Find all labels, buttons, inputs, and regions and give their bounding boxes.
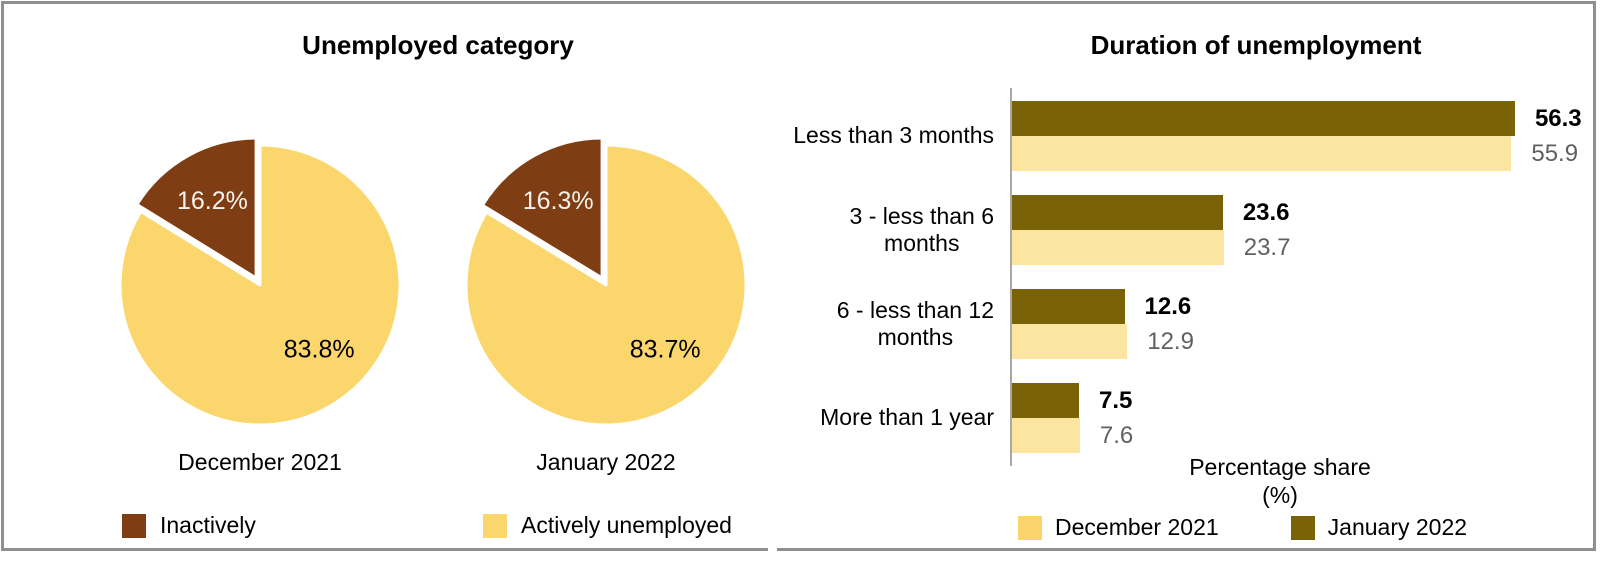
bar-row: 7.6	[1012, 418, 1548, 453]
bar-category-label: 3 - less than 6 months	[849, 202, 994, 256]
bar-row: 56.3	[1012, 101, 1582, 136]
bar-panel-title: Duration of unemployment	[1090, 30, 1422, 60]
bar-row: 12.9	[1012, 324, 1548, 359]
bar-december-2021	[1012, 418, 1080, 453]
bar-category-label: 6 - less than 12 months	[836, 296, 994, 350]
bar-value-label: 23.7	[1243, 234, 1291, 261]
legend-item-december-2021: December 2021	[1018, 514, 1219, 541]
pie-chart: 16.2% 83.8%	[118, 136, 402, 427]
panel-duration-of-unemployment: Duration of unemployment Less than 3 mon…	[772, 4, 1596, 548]
pie-block-december-2021: 16.2% 83.8% December 2021	[110, 135, 410, 476]
pie-slice-inactively	[135, 136, 258, 280]
bar-category-cell: More than 1 year	[772, 383, 994, 453]
legend-label: Inactively	[160, 512, 256, 538]
y-axis-line	[1010, 88, 1012, 466]
pie-block-january-2022: 16.3% 83.7% January 2022	[456, 135, 756, 476]
bar-value-label: 7.5	[1099, 387, 1133, 414]
bar-row: 12.6	[1012, 289, 1548, 324]
bar-january-2022	[1012, 289, 1125, 324]
bar-january-2022	[1012, 383, 1079, 418]
pie-label-inactively: 16.3%	[523, 187, 594, 215]
pies-row: 16.2% 83.8% December 2021 16.3% 83.7% Janu…	[110, 135, 756, 476]
pie-panel-title: Unemployed category	[302, 30, 574, 60]
pie-caption: December 2021	[178, 449, 342, 475]
legend-label: January 2022	[1327, 514, 1468, 540]
bar-december-2021	[1012, 136, 1512, 171]
pie-slice-actively-unemployed	[464, 143, 748, 427]
bar-row: 7.5	[1012, 383, 1548, 418]
bar-december-2021	[1012, 324, 1128, 359]
bar-january-2022	[1012, 101, 1515, 136]
bar-group: More than 1 year 7.5 7.6	[772, 383, 1596, 453]
bar-group: 6 - less than 12 months 12.6 12.9	[772, 289, 1596, 359]
legend-item-january-2022: January 2022	[1290, 514, 1468, 541]
x-axis-label-line2: (%)	[1262, 482, 1298, 509]
pie-label-inactively: 16.2%	[177, 187, 248, 215]
pie-december-2021: 16.2% 83.8%	[110, 135, 410, 435]
pie-label-actively-unemployed: 83.8%	[284, 336, 355, 364]
bar-category-cell: 6 - less than 12 months	[772, 289, 994, 359]
bar-row: 23.7	[1012, 230, 1548, 265]
x-axis-label-line1: Percentage share	[1189, 454, 1371, 480]
bar-row: 55.9	[1012, 136, 1578, 171]
legend-swatch-january-2022	[1290, 515, 1315, 540]
bar-group: 3 - less than 6 months 23.6 23.7	[772, 195, 1596, 265]
bar-december-2021	[1012, 230, 1224, 265]
bar-category-label: More than 1 year	[820, 404, 994, 431]
legend-item-inactively: Inactively	[122, 512, 256, 539]
bar-value-label: 55.9	[1531, 140, 1579, 167]
x-axis-label: Percentage share (%)	[1012, 453, 1548, 509]
outer-border	[1, 1, 1596, 551]
bar-pair: 56.3 55.9	[1012, 101, 1582, 171]
bar-value-label: 12.6	[1144, 293, 1192, 320]
bar-value-label: 23.6	[1242, 199, 1290, 226]
bar-row: 23.6	[1012, 195, 1548, 230]
pie-label-actively-unemployed: 83.7%	[630, 336, 701, 364]
bar-january-2022	[1012, 195, 1223, 230]
border-gap	[768, 546, 777, 554]
legend-swatch-december-2021	[1018, 515, 1042, 540]
bar-value-label: 12.9	[1147, 328, 1194, 355]
bar-value-label: 56.3	[1534, 105, 1582, 132]
pie-chart: 16.3% 83.7%	[464, 136, 748, 427]
legend-label: December 2021	[1055, 514, 1219, 540]
bar-category-cell: 3 - less than 6 months	[772, 195, 994, 265]
pie-slice-actively-unemployed	[118, 143, 402, 427]
bar-group: Less than 3 months 56.3 55.9	[772, 101, 1596, 171]
bar-chart-area: Less than 3 months 56.3 55.9 3 - less than …	[772, 88, 1596, 466]
legend-swatch-inactively	[122, 513, 146, 538]
bar-legend: December 2021 January 2022	[1018, 514, 1467, 541]
bar-pair: 7.5 7.6	[1012, 383, 1548, 453]
legend-label: Actively unemployed	[521, 512, 732, 538]
bar-value-label: 7.6	[1099, 422, 1134, 449]
bar-pair: 23.6 23.7	[1012, 195, 1548, 265]
legend-swatch-actively-unemployed	[483, 513, 507, 538]
pie-caption: January 2022	[536, 449, 676, 475]
bar-category-label: Less than 3 months	[793, 122, 994, 149]
bar-groups: Less than 3 months 56.3 55.9 3 - less than …	[772, 88, 1596, 453]
bar-category-cell: Less than 3 months	[772, 101, 994, 171]
pie-slice-inactively	[480, 136, 604, 280]
legend-item-actively-unemployed: Actively unemployed	[483, 512, 732, 539]
pie-january-2022: 16.3% 83.7%	[456, 135, 756, 435]
bar-pair: 12.6 12.9	[1012, 289, 1548, 359]
panel-unemployed-category: Unemployed category 16.2% 83.8% December …	[4, 4, 772, 548]
